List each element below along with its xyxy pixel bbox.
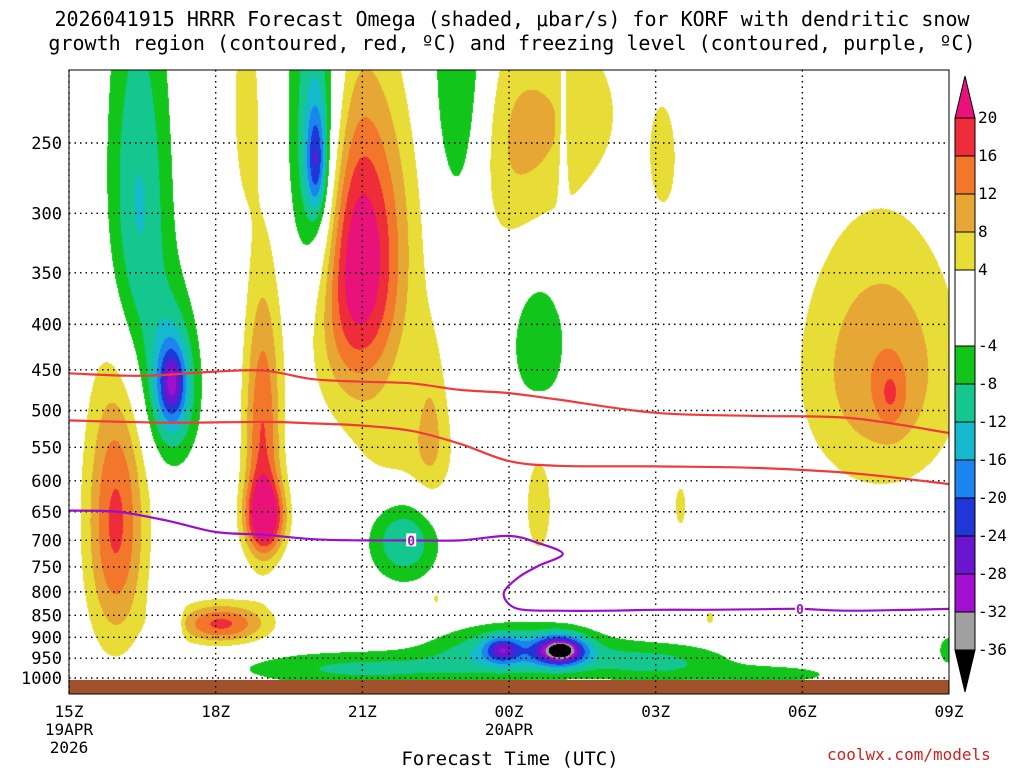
- credit-text: coolwx.com/models: [827, 745, 991, 764]
- colorbar-bin: [954, 269, 976, 347]
- colorbar-label: -16: [978, 450, 1007, 469]
- colorbar-label: 8: [978, 222, 988, 241]
- chart-title-line-2: growth region (contoured, red, ºC) and f…: [48, 31, 976, 55]
- freezing-level-label: 0: [796, 603, 804, 618]
- colorbar-label: 16: [978, 146, 997, 165]
- colorbar-bin: [954, 497, 976, 537]
- colorbar-label: -12: [978, 412, 1007, 431]
- x-tick-label: 21Z: [348, 702, 377, 721]
- y-tick-label: 650: [31, 503, 62, 523]
- freezing-level-label-bg: [406, 533, 417, 547]
- y-tick-label: 250: [31, 134, 62, 154]
- x-tick-label: 15Z: [55, 702, 84, 721]
- colorbar-bin: [954, 345, 976, 385]
- y-tick-label: 950: [31, 649, 62, 669]
- x-tick-label: 00Z: [495, 702, 524, 721]
- y-tick-label: 700: [31, 531, 62, 551]
- colorbar-label: -20: [978, 488, 1007, 507]
- colorbar-bin: [954, 421, 976, 461]
- colorbar-label: 20: [978, 108, 997, 127]
- colorbar-bin: [954, 611, 976, 651]
- colorbar-bin: [954, 535, 976, 575]
- colorbar-label: -28: [978, 564, 1007, 583]
- dgz-contour-lower: [69, 419, 949, 486]
- y-tick-label: 800: [31, 583, 62, 603]
- colorbar-bin: [954, 573, 976, 613]
- colorbar-bin: [954, 117, 976, 157]
- colorbar-bin: [954, 193, 976, 233]
- y-tick-label: 600: [31, 472, 62, 492]
- colorbar-bin: [954, 383, 976, 423]
- colorbar-label: -32: [978, 602, 1007, 621]
- colorbar-label: -24: [978, 526, 1007, 545]
- colorbar-label: -36: [978, 640, 1007, 659]
- colorbar-label: -8: [978, 374, 997, 393]
- colorbar-label: 4: [978, 260, 988, 279]
- freezing-level-contour: [69, 509, 949, 612]
- y-tick-label: 450: [31, 361, 62, 381]
- colorbar-label: -4: [978, 336, 997, 355]
- y-tick-label: 550: [31, 438, 62, 458]
- y-tick-label: 900: [31, 628, 62, 648]
- colorbar-bottom-arrow: [954, 649, 976, 693]
- y-tick-label: 500: [31, 402, 62, 422]
- colorbar-bin: [954, 155, 976, 195]
- x-tick-label: 18Z: [201, 702, 230, 721]
- x-tick-label: 06Z: [788, 702, 817, 721]
- omega-heatmap: [69, 70, 949, 694]
- plot-frame: [68, 69, 950, 695]
- freezing-level-label-bg: [794, 601, 805, 615]
- x-tick-date: 19APR: [45, 720, 94, 739]
- x-axis-label: Forecast Time (UTC): [401, 748, 618, 768]
- x-tick-label: 03Z: [641, 702, 670, 721]
- y-tick-label: 1000: [21, 669, 62, 689]
- y-tick-label: 350: [31, 264, 62, 284]
- y-tick-label: 400: [31, 315, 62, 335]
- x-tick-label: 09Z: [935, 702, 964, 721]
- freezing-level-label: 0: [407, 534, 415, 549]
- x-tick-date: 20APR: [485, 720, 534, 739]
- colorbar-label: 12: [978, 184, 997, 203]
- colorbar-top-arrow: [954, 75, 976, 119]
- dgz-contour-upper: [69, 369, 949, 435]
- chart-title-line-1: 2026041915 HRRR Forecast Omega (shaded, …: [54, 7, 970, 31]
- y-tick-label: 300: [31, 204, 62, 224]
- y-tick-label: 850: [31, 606, 62, 626]
- y-tick-label: 750: [31, 558, 62, 578]
- colorbar-bin: [954, 459, 976, 499]
- x-tick-year: 2026: [50, 738, 89, 757]
- colorbar-bin: [954, 231, 976, 271]
